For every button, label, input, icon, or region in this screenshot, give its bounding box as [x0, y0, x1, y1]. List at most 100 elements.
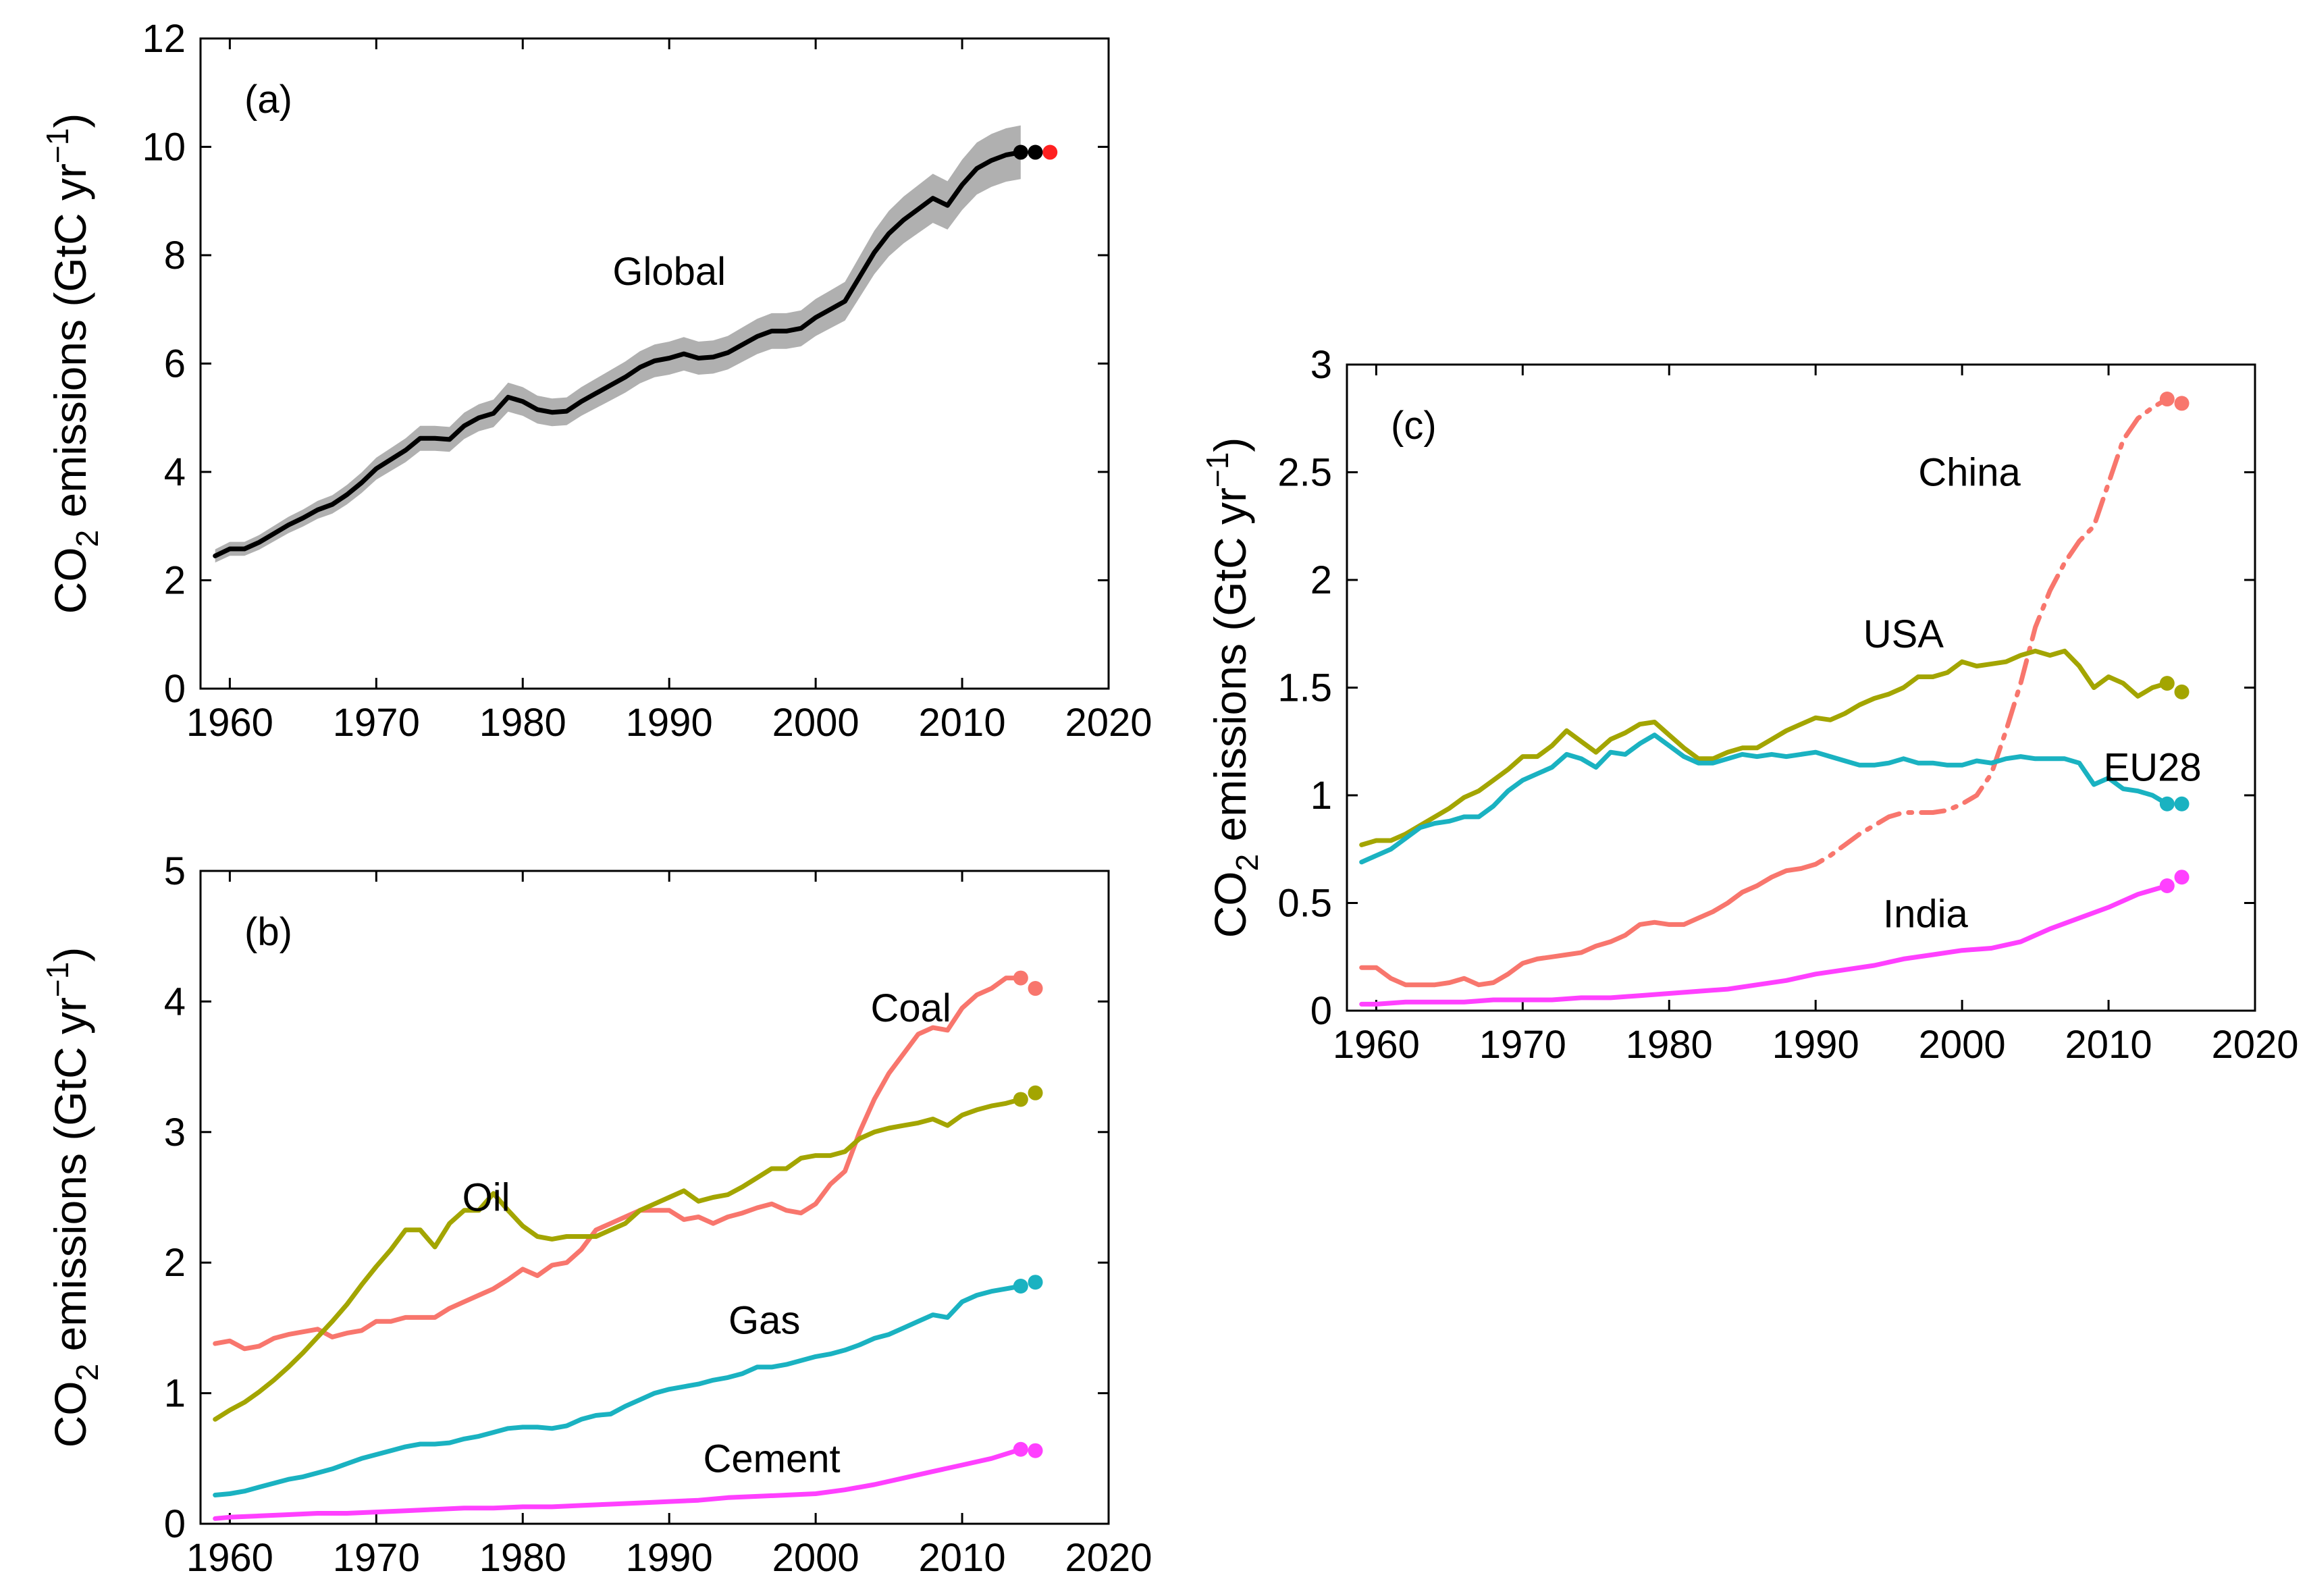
x-tick-label: 2000	[772, 1536, 859, 1580]
y-tick-label: 0	[164, 667, 186, 711]
x-tick-label: 1990	[626, 701, 713, 745]
data-point-oil-projection	[1028, 1085, 1043, 1100]
panel-a-chart: 1960 1970 1980 1990 2000 2010 2020024681012CO2…	[40, 17, 1152, 745]
uncertainty-band-global	[215, 125, 1021, 563]
y-axis-label-pre: CO	[45, 1381, 95, 1447]
y-tick-label: 2	[164, 559, 186, 603]
x-tick-label: 1980	[479, 701, 566, 745]
y-axis-label-post: )	[1205, 437, 1255, 452]
data-point-usa-last	[2159, 676, 2175, 691]
data-point-marker	[1042, 144, 1058, 160]
y-axis-label-mid: emissions (GtC yr	[1205, 487, 1255, 854]
x-tick-label: 2020	[1065, 701, 1152, 745]
panel-c-chart: 1960 1970 1980 1990 2000 2010 2020 0 0.5 1 1.5 2 2.5…	[1200, 343, 2299, 1067]
y-tick-label: 12	[142, 17, 186, 61]
x-tick-label: 1960	[186, 701, 273, 745]
series-label-india: India	[1883, 892, 1969, 936]
x-tick-label: 2010	[919, 701, 1006, 745]
data-point-eu28-projection	[2174, 796, 2190, 812]
y-tick-label: 8	[164, 234, 186, 277]
series-line-oil	[213, 1096, 1024, 1422]
y-axis-label: CO2 emissions (GtC yr−1)	[1200, 437, 1265, 938]
y-tick-label: 2.5	[1277, 451, 1332, 495]
y-tick-label: 1.5	[1277, 666, 1332, 710]
plot-frame	[1346, 363, 2256, 1012]
data-point-marker	[1013, 144, 1028, 160]
series-label-usa: USA	[1863, 612, 1944, 656]
y-axis-label-sub: 2	[70, 1364, 105, 1381]
x-tick-label: 2020	[2211, 1023, 2298, 1067]
y-tick-label: 4	[164, 450, 186, 494]
y-axis-label: CO2 emissions (GtC yr−1)	[40, 947, 105, 1448]
series-line-india	[1359, 883, 2170, 1007]
x-tick-label: 2000	[772, 701, 859, 745]
panel-tag: (a)	[244, 78, 292, 122]
series-label-gas: Gas	[728, 1298, 800, 1342]
series-line-eu28	[1359, 733, 2170, 865]
y-axis-label-sup: −1	[40, 128, 75, 163]
x-tick-label: 1960	[186, 1536, 273, 1580]
series-label-eu28: EU28	[2104, 746, 2202, 790]
y-axis-label-mid: emissions (GtC yr	[45, 163, 95, 530]
x-tick-label: 1970	[1479, 1023, 1566, 1067]
data-point-cement-last	[1013, 1441, 1028, 1457]
data-point-gas-last	[1013, 1279, 1028, 1294]
y-tick-label: 5	[164, 849, 186, 893]
plot-frame	[199, 870, 1110, 1525]
panel-tag: (b)	[244, 910, 292, 954]
series-line-dashed-china	[1799, 396, 2170, 871]
series-label-cement: Cement	[704, 1437, 841, 1481]
y-axis-label-post: )	[45, 947, 95, 962]
x-tick-label: 1980	[479, 1536, 566, 1580]
y-axis-label-pre: CO	[45, 547, 95, 614]
y-axis-label-sub: 2	[1229, 854, 1265, 872]
y-axis-label: CO2 emissions (GtC yr−1)	[40, 113, 105, 614]
y-tick-label: 2	[164, 1241, 186, 1285]
y-tick-label: 0	[1310, 989, 1332, 1033]
series-line-global	[213, 150, 1024, 558]
y-tick-label: 3	[164, 1111, 186, 1154]
x-tick-label: 2000	[1919, 1023, 2006, 1067]
y-tick-label: 1	[164, 1372, 186, 1416]
x-tick-label: 1980	[1626, 1023, 1713, 1067]
y-axis-label-post: )	[45, 113, 95, 128]
data-point-india-last	[2159, 878, 2175, 893]
y-tick-label: 3	[1310, 343, 1332, 387]
x-tick-label: 1960	[1333, 1023, 1420, 1067]
data-point-usa-projection	[2174, 684, 2190, 699]
series-line-gas	[213, 1283, 1024, 1497]
x-tick-label: 2020	[1065, 1536, 1152, 1580]
x-tick-label: 2010	[919, 1536, 1006, 1580]
data-point-cement-projection	[1028, 1443, 1043, 1458]
y-axis-label-pre: CO	[1205, 871, 1255, 938]
y-tick-label: 2	[1310, 558, 1332, 602]
x-tick-label: 1970	[333, 701, 420, 745]
data-point-china-projection	[2174, 396, 2190, 411]
panel-tag: (c)	[1391, 404, 1437, 448]
data-point-eu28-last	[2159, 796, 2175, 812]
data-point-china-last	[2159, 392, 2175, 407]
series-label-coal: Coal	[870, 986, 951, 1030]
data-point-oil-last	[1013, 1092, 1028, 1107]
x-tick-label: 2010	[2065, 1023, 2152, 1067]
y-axis-label-mid: emissions (GtC yr	[45, 997, 95, 1364]
x-tick-label: 1970	[333, 1536, 420, 1580]
y-tick-label: 0	[164, 1502, 186, 1546]
series-line-china	[1359, 866, 1803, 988]
data-point-gas-projection	[1028, 1275, 1043, 1290]
data-point-marker	[1028, 144, 1043, 160]
y-tick-label: 10	[142, 126, 186, 169]
data-point-india-projection	[2174, 870, 2190, 885]
series-line-usa	[1359, 648, 2170, 847]
series-label-oil: Oil	[462, 1176, 510, 1220]
data-point-coal-projection	[1028, 981, 1043, 996]
data-point-coal-last	[1013, 970, 1028, 986]
y-tick-label: 0.5	[1277, 882, 1332, 926]
series-line-coal	[213, 976, 1024, 1352]
x-tick-label: 1990	[626, 1536, 713, 1580]
x-tick-label: 1990	[1772, 1023, 1859, 1067]
y-axis-label-sup: −1	[40, 962, 75, 997]
y-tick-label: 4	[164, 980, 186, 1023]
